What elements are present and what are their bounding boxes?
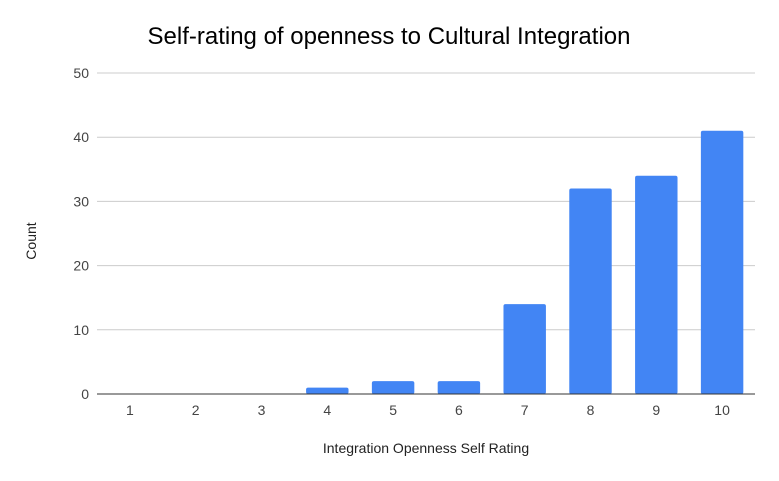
bar-8 xyxy=(569,188,612,394)
x-tick-label: 6 xyxy=(455,402,463,418)
y-tick-label: 10 xyxy=(73,322,89,338)
x-axis-ticks: 1 2 3 4 5 6 7 8 9 10 xyxy=(126,402,730,418)
bar-6 xyxy=(437,381,481,394)
bar-4 xyxy=(306,387,349,394)
x-tick-label: 7 xyxy=(521,402,529,418)
y-tick-label: 30 xyxy=(73,193,89,209)
x-tick-label: 4 xyxy=(323,402,331,418)
y-tick-label: 20 xyxy=(73,258,89,274)
x-tick-label: 3 xyxy=(258,402,266,418)
x-tick-label: 8 xyxy=(587,402,595,418)
bar-5 xyxy=(371,381,415,394)
bar-10 xyxy=(700,130,744,394)
y-tick-label: 0 xyxy=(81,386,89,402)
bar-9 xyxy=(635,175,678,394)
y-axis-label: Count xyxy=(23,222,39,259)
y-axis-ticks: 0 10 20 30 40 50 xyxy=(73,65,89,402)
x-axis-label: Integration Openness Self Rating xyxy=(323,440,529,456)
x-tick-label: 2 xyxy=(192,402,200,418)
x-tick-label: 10 xyxy=(714,402,730,418)
bars xyxy=(306,130,744,394)
chart-title: Self-rating of openness to Cultural Inte… xyxy=(148,23,631,50)
y-tick-label: 40 xyxy=(73,129,89,145)
x-tick-label: 1 xyxy=(126,402,134,418)
x-tick-label: 5 xyxy=(389,402,397,418)
y-tick-label: 50 xyxy=(73,65,89,81)
bar-7 xyxy=(503,304,546,394)
x-tick-label: 9 xyxy=(652,402,660,418)
